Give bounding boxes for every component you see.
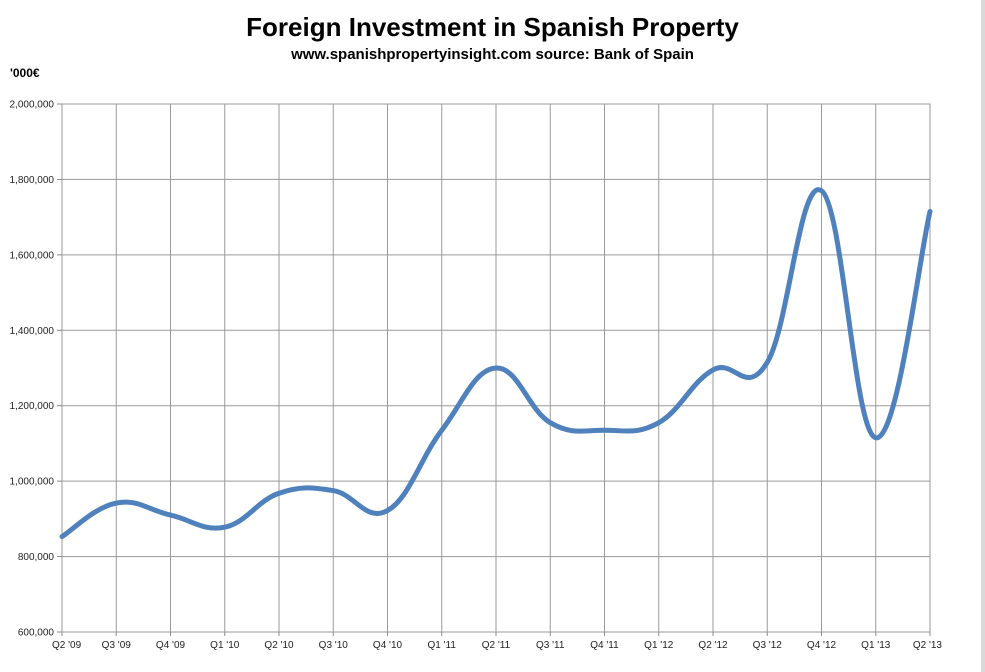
- y-tick-label: 1,600,000: [10, 250, 55, 261]
- x-tick-label: Q2 '09: [52, 640, 82, 651]
- x-tick-label: Q1 '10: [210, 640, 240, 651]
- y-tick-label: 1,000,000: [10, 477, 55, 488]
- x-tick-label: Q4 '09: [156, 640, 186, 651]
- x-tick-label: Q4 '11: [590, 640, 619, 651]
- x-tick-label: Q3 '10: [319, 640, 349, 651]
- x-tick-label: Q2 '13: [913, 640, 943, 651]
- y-unit-label: '000€: [10, 66, 40, 80]
- x-axis-ticks: Q2 '09 Q3 '09 Q4 '09 Q1 '10 Q2 '10 Q3 '10 Q4 '…: [52, 632, 942, 651]
- y-tick-label: 2,000,000: [10, 100, 55, 111]
- x-tick-label: Q1 '13: [861, 640, 891, 651]
- x-tick-label: Q2 '12: [698, 640, 728, 651]
- x-tick-label: Q1 '11: [428, 640, 457, 651]
- x-tick-label: Q3 '11: [536, 640, 565, 651]
- x-tick-label: Q3 '12: [753, 640, 783, 651]
- x-tick-label: Q2 '10: [264, 640, 294, 651]
- series-group: [59, 187, 933, 540]
- x-tick-label: Q1 '12: [644, 640, 674, 651]
- y-tick-label: 1,800,000: [10, 175, 55, 186]
- right-edge-strip: [981, 0, 985, 672]
- series-line: [59, 187, 933, 540]
- x-tick-label: Q4 '10: [373, 640, 403, 651]
- chart-subtitle: www.spanishpropertyinsight.com source: B…: [291, 46, 694, 63]
- y-axis-ticks: 600,000 800,000 1,000,000 1,200,000 1,400,00…: [10, 100, 62, 639]
- y-tick-label: 800,000: [18, 552, 55, 563]
- x-tick-label: Q3 '09: [102, 640, 132, 651]
- chart-title: Foreign Investment in Spanish Property: [246, 12, 739, 42]
- x-tick-label: Q2 '11: [482, 640, 511, 651]
- y-tick-label: 1,200,000: [10, 401, 55, 412]
- y-tick-label: 1,400,000: [10, 326, 55, 337]
- y-tick-label: 600,000: [18, 628, 55, 639]
- x-tick-label: Q4 '12: [807, 640, 837, 651]
